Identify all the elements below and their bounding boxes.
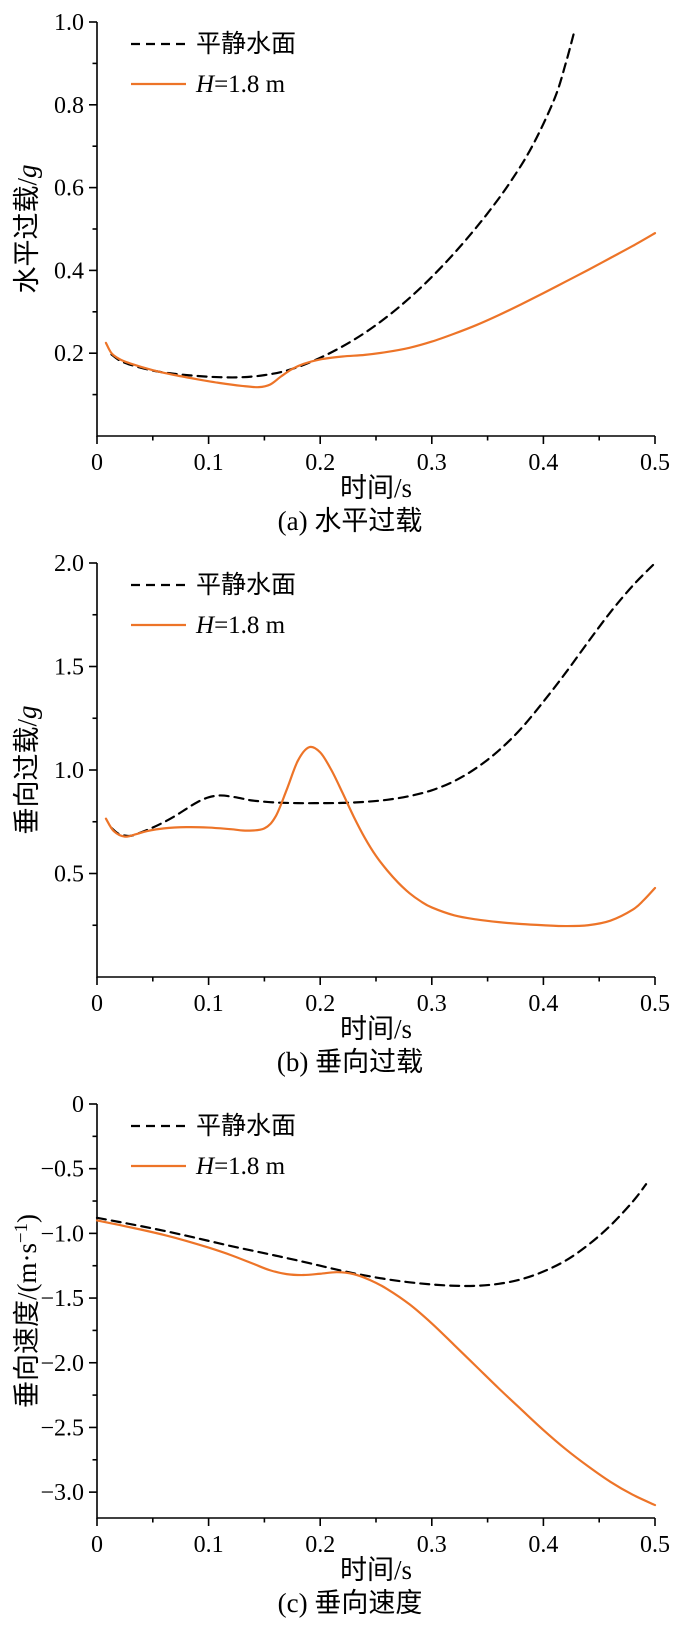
svg-text:−3.0: −3.0	[40, 1480, 84, 1506]
legend: 平静水面 H=1.8 m	[131, 1112, 296, 1180]
svg-text:0.4: 0.4	[528, 450, 558, 476]
svg-text:0.4: 0.4	[528, 1532, 558, 1558]
legend-label-H=1.8 m: H=1.8 m	[195, 612, 286, 639]
y-axis-label: 水平过载/g	[12, 164, 42, 293]
svg-text:−1.0: −1.0	[40, 1221, 84, 1247]
svg-text:0.5: 0.5	[640, 450, 670, 476]
tick-labels: 0 −0.5 −1.0 −1.5 −2.0 −2.5 −3.0 0 0.1 0.2 0.3 0.4 0.…	[40, 1092, 670, 1558]
chart-vertical-velocity: 0 −0.5 −1.0 −1.5 −2.0 −2.5 −3.0 0 0.1 0.2 0.3 0.4 0.…	[11, 1092, 670, 1585]
legend-label-平静水面: 平静水面	[196, 30, 296, 58]
svg-text:0.6: 0.6	[54, 176, 84, 202]
svg-text:−2.5: −2.5	[40, 1415, 84, 1441]
svg-text:0.8: 0.8	[54, 93, 84, 119]
series-H=1.8 m	[104, 232, 657, 389]
panel-vertical-velocity: 0 −0.5 −1.0 −1.5 −2.0 −2.5 −3.0 0 0.1 0.2 0.3 0.4 0.…	[0, 1088, 700, 1619]
legend: 平静水面 H=1.8 m	[131, 571, 296, 639]
svg-text:0.3: 0.3	[417, 1532, 447, 1558]
tick-labels: 0.5 1.0 1.5 2.0 0 0.1 0.2 0.3 0.4 0.5	[54, 551, 670, 1017]
axes	[89, 562, 656, 985]
chart-vertical-overload: 0.5 1.0 1.5 2.0 0 0.1 0.2 0.3 0.4 0.5 时间/s 垂向过载/g 平静…	[12, 551, 670, 1044]
svg-text:0.5: 0.5	[54, 862, 84, 888]
caption-vertical-overload: (b) 垂向过载	[276, 1047, 424, 1077]
svg-text:0.4: 0.4	[54, 258, 84, 284]
panel-horizontal-overload: 0.2 0.4 0.6 0.8 1.0 0 0.1 0.2 0.3 0.4 0.5 时间/s 水平过载/…	[0, 6, 700, 537]
legend-label-平静水面: 平静水面	[196, 571, 296, 599]
svg-text:0: 0	[91, 1532, 103, 1558]
chart-horizontal-overload: 0.2 0.4 0.6 0.8 1.0 0 0.1 0.2 0.3 0.4 0.5 时间/s 水平过载/…	[12, 10, 670, 503]
y-axis-label: 垂向过载/g	[12, 705, 42, 834]
svg-text:0: 0	[91, 991, 103, 1017]
svg-text:0.1: 0.1	[194, 1532, 224, 1558]
panel-vertical-overload: 0.5 1.0 1.5 2.0 0 0.1 0.2 0.3 0.4 0.5 时间/s 垂向过载/g 平静…	[0, 547, 700, 1078]
legend: 平静水面 H=1.8 m	[131, 30, 296, 98]
svg-text:1.5: 1.5	[54, 655, 84, 681]
svg-text:−0.5: −0.5	[40, 1157, 84, 1183]
series-平静水面	[110, 561, 657, 838]
svg-text:0: 0	[72, 1092, 84, 1118]
svg-text:0.2: 0.2	[54, 341, 84, 367]
caption-horizontal-overload: (a) 水平过载	[277, 506, 423, 536]
svg-text:0.2: 0.2	[305, 450, 335, 476]
svg-text:0.2: 0.2	[305, 1532, 335, 1558]
x-axis-label: 时间/s	[340, 1014, 412, 1044]
x-axis-label: 时间/s	[340, 1555, 412, 1585]
svg-text:0.3: 0.3	[417, 991, 447, 1017]
svg-text:0.4: 0.4	[528, 991, 558, 1017]
svg-text:2.0: 2.0	[54, 551, 84, 577]
caption-vertical-velocity: (c) 垂向速度	[277, 1588, 423, 1618]
legend-label-平静水面: 平静水面	[196, 1112, 296, 1140]
series-平静水面	[95, 1183, 648, 1288]
legend-label-H=1.8 m: H=1.8 m	[195, 1153, 286, 1180]
svg-text:−2.0: −2.0	[40, 1351, 84, 1377]
axes	[89, 1103, 656, 1526]
series-平静水面	[110, 33, 575, 379]
svg-text:0: 0	[91, 450, 103, 476]
series-H=1.8 m	[95, 1219, 657, 1507]
svg-text:0.1: 0.1	[194, 991, 224, 1017]
tick-labels: 0.2 0.4 0.6 0.8 1.0 0 0.1 0.2 0.3 0.4 0.5	[54, 10, 670, 476]
svg-text:0.5: 0.5	[640, 991, 670, 1017]
y-axis-label: 垂向速度/(m·s−1)	[11, 1214, 42, 1408]
axes	[89, 21, 656, 444]
svg-text:1.0: 1.0	[54, 758, 84, 784]
svg-text:−1.5: −1.5	[40, 1286, 84, 1312]
x-axis-label: 时间/s	[340, 473, 412, 503]
svg-text:0.2: 0.2	[305, 991, 335, 1017]
svg-text:0.1: 0.1	[194, 450, 224, 476]
svg-text:1.0: 1.0	[54, 10, 84, 36]
legend-label-H=1.8 m: H=1.8 m	[195, 71, 286, 98]
svg-text:0.3: 0.3	[417, 450, 447, 476]
series-H=1.8 m	[104, 745, 657, 928]
svg-text:0.5: 0.5	[640, 1532, 670, 1558]
